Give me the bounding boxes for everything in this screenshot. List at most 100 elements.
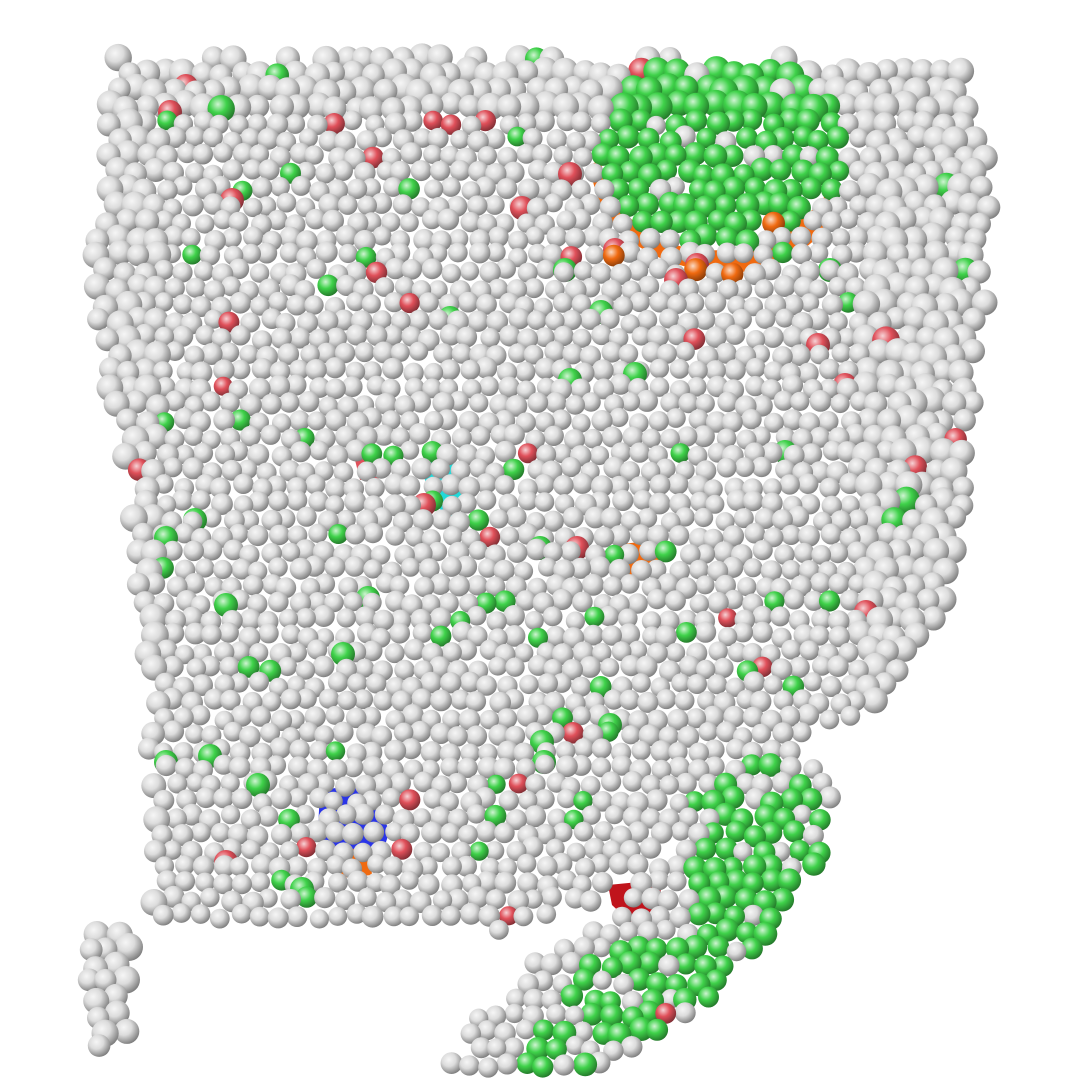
white-atom [185,277,206,298]
green-atom [469,841,489,861]
white-atom [195,325,216,346]
red-atom [213,376,233,396]
white-atom [209,908,230,929]
white-atom [83,987,110,1014]
white-atom [162,840,182,860]
white-atom [604,805,625,825]
white-atom [582,226,605,248]
white-atom [157,180,178,201]
white-atom [537,673,558,694]
white-atom [585,245,605,265]
orange-atom [684,258,708,282]
white-atom [354,162,376,184]
white-atom [467,625,488,647]
white-atom [486,1038,507,1058]
green-atom [704,902,727,925]
white-atom [542,606,563,627]
white-atom [717,391,738,413]
white-atom [666,408,686,428]
white-atom [164,126,187,148]
white-atom [746,330,766,349]
white-atom [641,428,661,448]
white-atom [556,870,577,891]
white-atom [441,263,461,284]
white-atom [760,560,783,582]
white-atom [496,1053,518,1075]
white-atom [172,262,193,283]
white-atom [83,273,111,300]
white-atom [762,326,784,348]
white-atom [690,491,710,512]
green-atom [821,178,843,201]
white-atom [296,506,317,527]
white-atom [99,357,123,381]
white-atom [840,705,861,726]
white-atom [774,544,795,565]
white-atom [695,544,716,564]
green-atom [632,210,654,233]
white-atom [370,725,393,747]
white-atom [309,909,329,929]
white-atom [497,740,519,763]
white-atom [666,855,688,877]
white-atom [594,179,615,200]
green-atom [629,1017,654,1041]
white-atom [404,526,425,547]
white-atom [573,738,594,759]
white-atom [669,793,689,813]
white-atom [477,756,500,779]
white-atom [249,144,270,165]
white-atom [484,195,505,215]
white-atom [213,873,234,895]
white-atom [589,445,610,466]
white-atom [723,589,744,610]
white-atom [268,291,289,312]
white-atom [279,226,302,249]
white-atom [660,428,680,449]
white-atom [655,919,676,940]
white-atom [322,209,344,232]
white-atom [428,309,449,330]
white-atom [418,856,438,877]
white-atom [156,639,178,661]
white-atom [366,673,387,694]
white-atom [734,457,755,477]
white-atom [373,424,395,446]
white-atom [231,788,253,809]
white-atom [325,821,347,843]
white-atom [228,211,249,232]
white-atom [707,674,728,695]
red-atom [423,110,443,131]
white-atom [847,457,868,478]
white-atom [696,659,716,680]
white-atom [666,324,688,346]
white-atom [553,475,574,496]
white-atom [507,230,529,251]
white-atom [542,510,564,532]
white-atom [544,341,566,362]
white-atom [336,804,357,825]
white-atom [536,904,557,924]
white-atom [267,209,288,231]
white-atom [489,509,509,529]
white-atom [560,541,581,562]
white-atom [190,361,213,384]
white-atom [627,593,648,614]
white-atom [582,624,604,646]
white-atom [516,144,537,164]
white-atom [356,461,377,482]
white-atom [420,93,444,117]
white-atom [185,724,205,744]
white-atom [655,458,676,479]
white-atom [233,473,254,494]
green-atom [246,773,270,797]
green-atom [777,868,802,892]
white-atom [770,658,793,680]
white-atom [745,375,766,397]
white-atom [251,357,274,380]
white-atom [751,621,773,643]
white-atom [230,325,251,346]
white-atom [269,737,292,759]
white-atom [392,194,414,215]
